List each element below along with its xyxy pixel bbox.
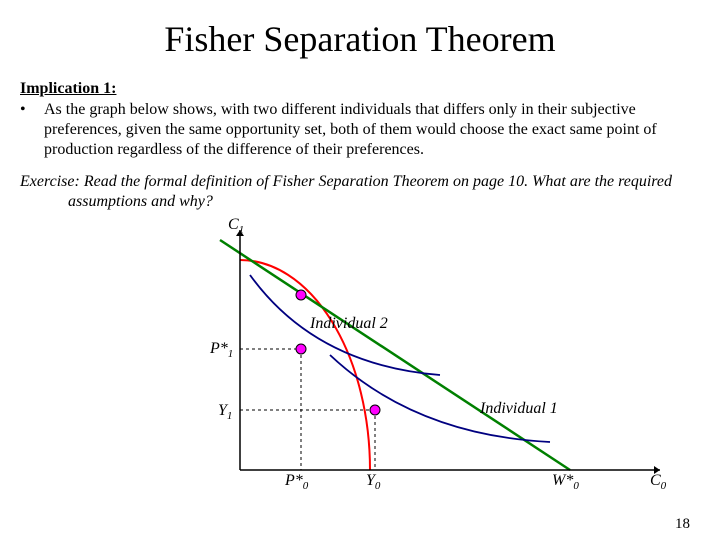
w-star-0-label: W*0 — [552, 472, 579, 492]
p-star-0-label: P*0 — [285, 472, 308, 492]
individual-1-label: Individual 1 — [480, 400, 558, 418]
content-block: Implication 1: • As the graph below show… — [0, 80, 720, 212]
fisher-diagram: C1 P*1 Y1 Individual 2 Individual 1 P*0 … — [180, 220, 680, 485]
y1-label: Y1 — [218, 402, 232, 422]
individual-2-label: Individual 2 — [310, 315, 388, 333]
bullet-marker: • — [20, 100, 44, 160]
p-star-1-label: P*1 — [210, 340, 233, 360]
y-axis-label: C1 — [228, 216, 244, 236]
y0-label: Y0 — [366, 472, 380, 492]
page-title: Fisher Separation Theorem — [0, 18, 720, 60]
chart-svg — [180, 220, 680, 485]
exercise-text: Exercise: Read the formal definition of … — [20, 172, 700, 212]
implication-heading: Implication 1: — [20, 80, 700, 98]
bullet-item: • As the graph below shows, with two dif… — [20, 100, 700, 160]
bullet-text: As the graph below shows, with two diffe… — [44, 100, 700, 160]
x-axis-label: C0 — [650, 472, 666, 492]
page-number: 18 — [675, 516, 690, 533]
